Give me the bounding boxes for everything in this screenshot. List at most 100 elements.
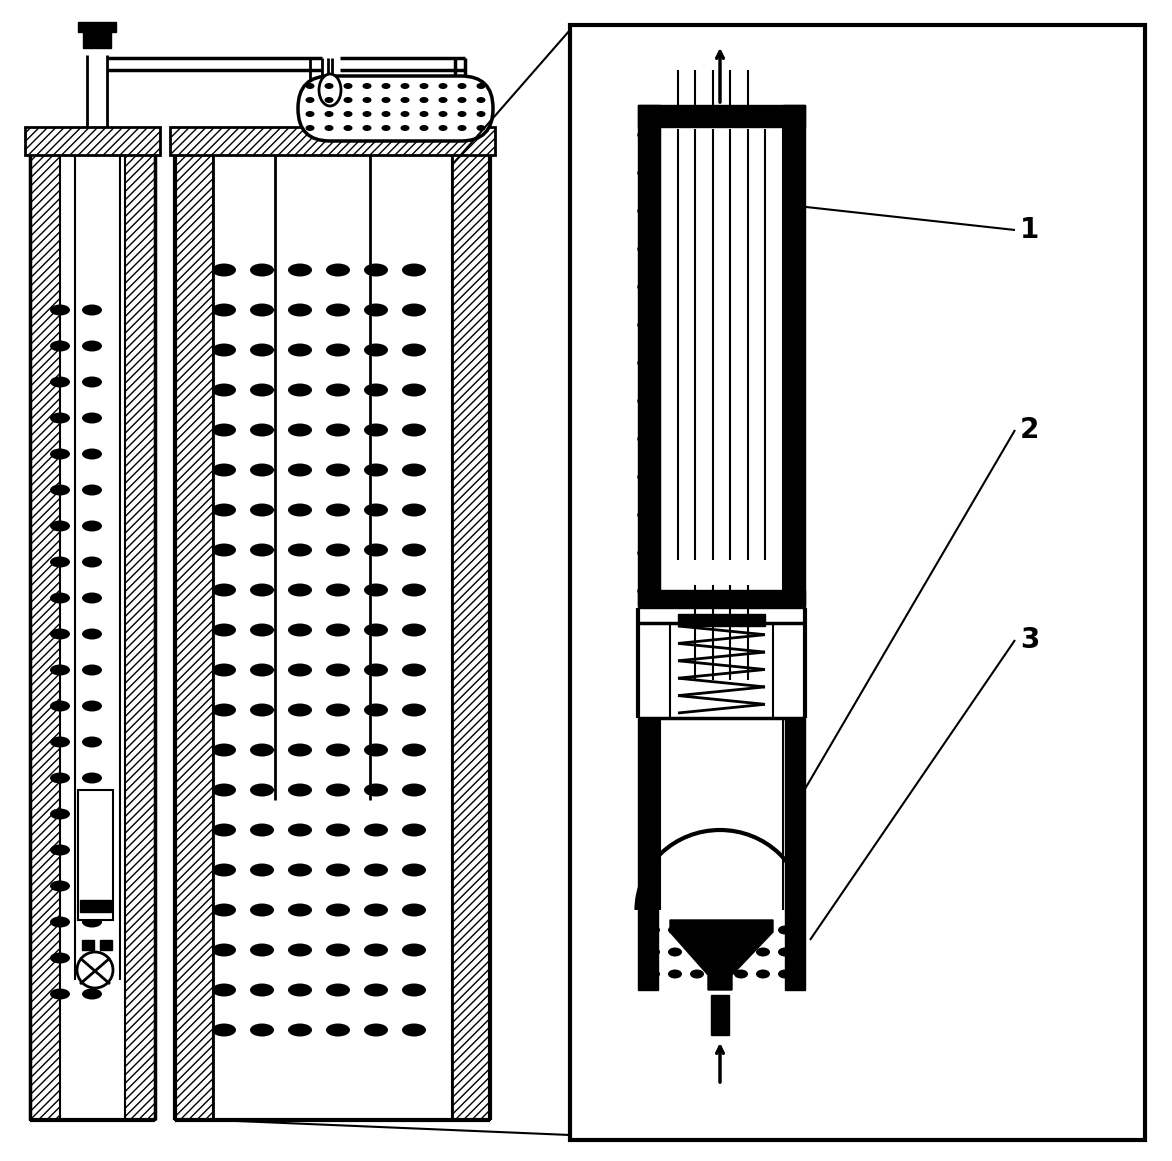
Bar <box>711 995 729 1034</box>
Ellipse shape <box>343 82 353 89</box>
Ellipse shape <box>477 82 485 89</box>
Ellipse shape <box>212 1024 236 1037</box>
Ellipse shape <box>306 82 314 89</box>
Ellipse shape <box>638 435 649 444</box>
Ellipse shape <box>288 264 312 276</box>
Bar <box>170 127 495 156</box>
Ellipse shape <box>364 864 388 877</box>
Ellipse shape <box>457 125 466 131</box>
Ellipse shape <box>402 1024 425 1037</box>
Ellipse shape <box>82 808 102 820</box>
Ellipse shape <box>50 844 70 856</box>
Ellipse shape <box>638 283 649 291</box>
Ellipse shape <box>50 304 70 316</box>
Ellipse shape <box>50 952 70 964</box>
Ellipse shape <box>212 504 236 517</box>
Ellipse shape <box>82 556 102 568</box>
Bar <box>677 614 765 626</box>
Ellipse shape <box>382 125 390 131</box>
Ellipse shape <box>382 111 390 117</box>
Bar <box>175 156 213 1120</box>
Ellipse shape <box>326 983 350 996</box>
Ellipse shape <box>646 969 660 979</box>
Ellipse shape <box>756 947 770 957</box>
Ellipse shape <box>782 207 793 215</box>
Ellipse shape <box>402 543 425 556</box>
Ellipse shape <box>782 473 793 481</box>
Text: 2: 2 <box>1020 416 1040 444</box>
Ellipse shape <box>402 504 425 517</box>
Ellipse shape <box>782 397 793 405</box>
Polygon shape <box>670 920 774 990</box>
Ellipse shape <box>50 808 70 820</box>
Ellipse shape <box>212 463 236 476</box>
Ellipse shape <box>646 925 660 935</box>
Ellipse shape <box>402 383 425 397</box>
Ellipse shape <box>288 784 312 796</box>
Ellipse shape <box>212 784 236 796</box>
Ellipse shape <box>326 784 350 796</box>
Ellipse shape <box>50 880 70 892</box>
Ellipse shape <box>778 925 792 935</box>
Ellipse shape <box>212 543 236 556</box>
Ellipse shape <box>364 344 388 356</box>
Ellipse shape <box>438 82 448 89</box>
Ellipse shape <box>713 969 725 979</box>
Ellipse shape <box>212 983 236 996</box>
Ellipse shape <box>756 969 770 979</box>
Ellipse shape <box>402 424 425 437</box>
Ellipse shape <box>734 925 748 935</box>
Ellipse shape <box>212 864 236 877</box>
Ellipse shape <box>638 245 649 253</box>
Ellipse shape <box>212 424 236 437</box>
Ellipse shape <box>326 504 350 517</box>
Ellipse shape <box>288 543 312 556</box>
Ellipse shape <box>362 98 372 103</box>
Ellipse shape <box>782 320 793 329</box>
Ellipse shape <box>690 969 704 979</box>
Ellipse shape <box>364 704 388 716</box>
Ellipse shape <box>713 947 725 957</box>
Ellipse shape <box>364 543 388 556</box>
Ellipse shape <box>638 359 649 367</box>
Ellipse shape <box>457 82 466 89</box>
Ellipse shape <box>343 125 353 131</box>
Ellipse shape <box>420 98 429 103</box>
Ellipse shape <box>364 784 388 796</box>
Ellipse shape <box>82 376 102 388</box>
Ellipse shape <box>364 383 388 397</box>
Bar <box>638 104 805 127</box>
Ellipse shape <box>326 463 350 476</box>
Ellipse shape <box>288 983 312 996</box>
Ellipse shape <box>402 983 425 996</box>
Ellipse shape <box>638 131 649 139</box>
Ellipse shape <box>212 344 236 356</box>
Ellipse shape <box>50 592 70 604</box>
Ellipse shape <box>364 623 388 636</box>
Ellipse shape <box>50 484 70 496</box>
Ellipse shape <box>82 880 102 892</box>
Ellipse shape <box>326 383 350 397</box>
Circle shape <box>77 952 113 988</box>
Ellipse shape <box>250 463 274 476</box>
Ellipse shape <box>402 264 425 276</box>
Ellipse shape <box>212 823 236 836</box>
Ellipse shape <box>250 663 274 677</box>
Ellipse shape <box>325 82 334 89</box>
Ellipse shape <box>326 623 350 636</box>
Ellipse shape <box>82 412 102 424</box>
Ellipse shape <box>50 700 70 712</box>
Ellipse shape <box>212 303 236 317</box>
Ellipse shape <box>326 864 350 877</box>
Ellipse shape <box>782 245 793 253</box>
Ellipse shape <box>362 82 372 89</box>
Ellipse shape <box>82 592 102 604</box>
Ellipse shape <box>250 903 274 916</box>
Ellipse shape <box>326 743 350 757</box>
Ellipse shape <box>438 111 448 117</box>
Ellipse shape <box>250 303 274 317</box>
Ellipse shape <box>364 424 388 437</box>
Ellipse shape <box>212 623 236 636</box>
Ellipse shape <box>326 823 350 836</box>
Ellipse shape <box>250 983 274 996</box>
